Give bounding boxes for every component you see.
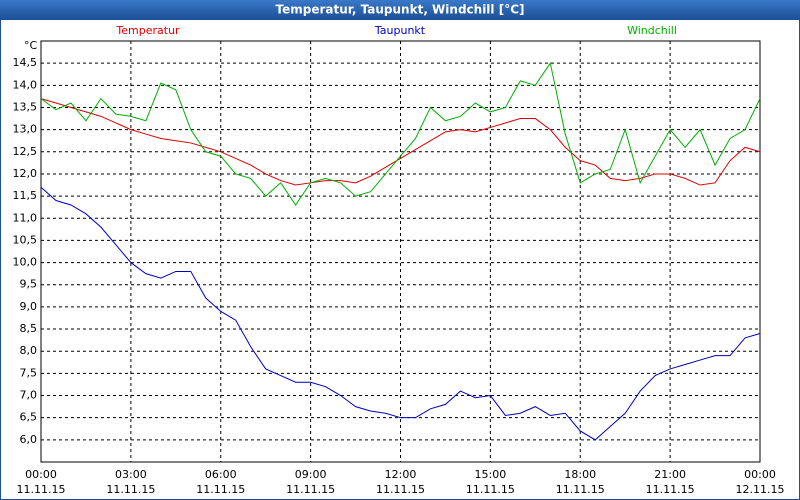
x-tick-date: 11.11.15 [376,483,425,496]
y-tick-label: 7,0 [20,389,38,402]
legend-label: Taupunkt [374,24,426,37]
y-tick-label: 13,0 [13,123,38,136]
series-line [40,186,761,441]
y-tick-label: 8,5 [20,322,38,335]
y-tick-label: 13,5 [13,100,38,113]
legend-label: Windchill [627,24,677,37]
series-line [40,98,761,186]
y-tick-label: 11,0 [13,211,38,224]
y-tick-label: 11,5 [13,189,38,202]
x-tick-label: 12:00 [385,468,417,481]
chart-title: Temperatur, Taupunkt, Windchill [°C] [276,3,525,17]
x-tick-label: 21:00 [654,468,686,481]
x-tick-date: 11.11.15 [286,483,335,496]
y-tick-label: 14,5 [13,56,38,69]
y-tick-label: 7,5 [20,366,38,379]
x-tick-date: 11.11.15 [17,483,66,496]
x-tick-label: 00:00 [25,468,57,481]
x-tick-date: 11.11.15 [466,483,515,496]
y-tick-label: 6,5 [20,411,38,424]
x-tick-date: 11.11.15 [106,483,155,496]
y-tick-label: 10,0 [13,256,38,269]
legend-label: Temperatur [115,24,180,37]
y-tick-label: 9,0 [20,300,38,313]
y-tick-label: 10,5 [13,233,38,246]
y-axis-label: °C [24,39,38,52]
x-tick-label: 03:00 [115,468,147,481]
x-tick-label: 06:00 [205,468,237,481]
x-tick-label: 18:00 [564,468,596,481]
x-tick-date: 12.11.15 [736,483,785,496]
x-tick-label: 09:00 [295,468,327,481]
y-tick-label: 12,5 [13,145,38,158]
x-tick-label: 00:00 [744,468,776,481]
y-tick-label: 9,5 [20,278,38,291]
x-tick-date: 11.11.15 [196,483,245,496]
title-bar [0,0,800,20]
x-tick-date: 11.11.15 [556,483,605,496]
x-tick-label: 15:00 [475,468,507,481]
y-tick-label: 12,0 [13,167,38,180]
x-tick-date: 11.11.15 [646,483,695,496]
y-tick-label: 8,0 [20,344,38,357]
series-line [40,61,761,206]
y-tick-label: 14,0 [13,78,38,91]
y-tick-label: 6,0 [20,433,38,446]
